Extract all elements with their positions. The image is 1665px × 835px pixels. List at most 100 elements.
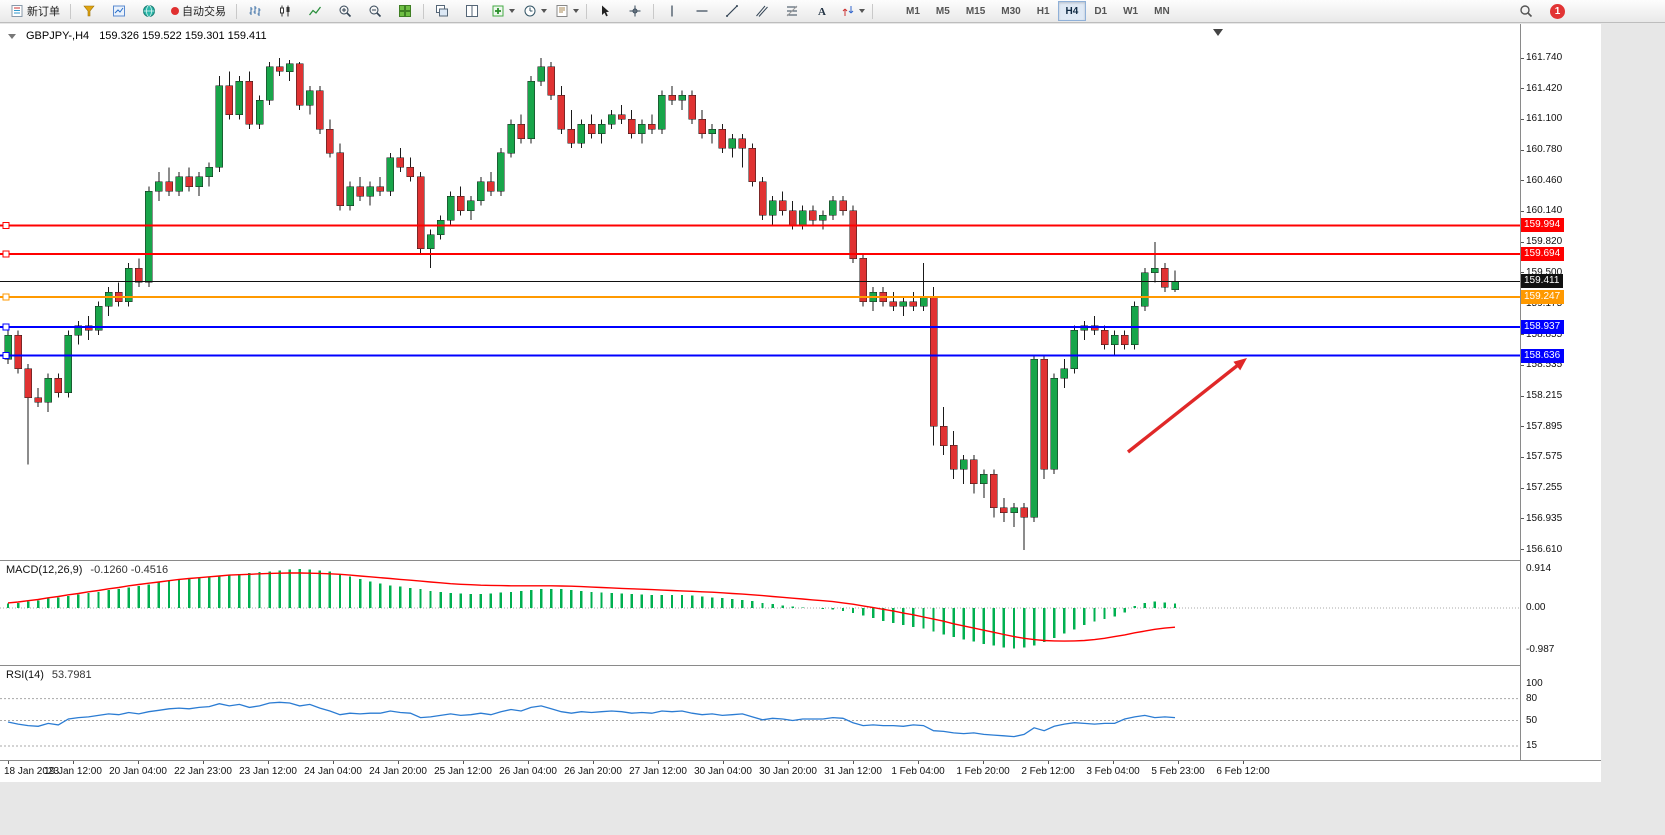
- timeframe-m30[interactable]: M30: [1001, 5, 1021, 17]
- price-tag-159.994: 159.994: [1521, 218, 1565, 233]
- channel-button[interactable]: [747, 0, 777, 22]
- price-axis-label: 160.780: [1526, 144, 1563, 156]
- chart-symbol-label: GBPJPY-,H4: [26, 30, 90, 42]
- templates-button[interactable]: [551, 0, 583, 22]
- indicators-icon: [492, 5, 504, 17]
- price-tag-158.937: 158.937: [1521, 319, 1565, 334]
- toolbar-separator: [872, 3, 873, 19]
- trend-arrow-annotation[interactable]: [1126, 358, 1247, 454]
- fibonacci-button[interactable]: [777, 0, 807, 22]
- level-handle: [2, 221, 10, 229]
- channel-icon: [756, 5, 768, 17]
- timeframe-d1[interactable]: D1: [1094, 5, 1108, 17]
- notification-badge[interactable]: 1: [1550, 3, 1565, 19]
- main-chart-canvas[interactable]: [0, 26, 1520, 560]
- macd-name: MACD(12,26,9): [6, 564, 83, 576]
- price-axis-label: 158.535: [1526, 359, 1563, 371]
- vertical-line-icon: [671, 5, 673, 17]
- trendline-button[interactable]: [717, 0, 747, 22]
- time-axis-label: 30 Jan 04:00: [694, 766, 752, 777]
- arrows-button[interactable]: [837, 0, 869, 22]
- zoom-in-button[interactable]: [330, 0, 360, 22]
- time-axis-label: 18 Jan 2023: [4, 766, 60, 777]
- globe-icon: [143, 5, 155, 17]
- zoom-out-button[interactable]: [360, 0, 390, 22]
- price-axis[interactable]: 161.740 161.420 161.100 160.780 160.460 160.1…: [1520, 24, 1601, 760]
- level-handle: [2, 352, 10, 360]
- timeframe-w1[interactable]: W1: [1123, 5, 1139, 17]
- timeframe-m5[interactable]: M5: [935, 5, 950, 17]
- text-icon: A: [818, 6, 826, 18]
- time-axis-label: 1 Feb 04:00: [891, 766, 945, 777]
- chevron-down-icon: [859, 9, 865, 13]
- profiles-button[interactable]: [74, 0, 104, 22]
- price-axis-label: 158.215: [1526, 390, 1563, 402]
- time-axis-label: 24 Jan 04:00: [304, 766, 362, 777]
- time-axis[interactable]: 18 Jan 2023 19 Jan 12:00 20 Jan 04:00 22 Ja…: [0, 760, 1601, 782]
- time-axis-label: 23 Jan 12:00: [239, 766, 297, 777]
- macd-panel-canvas[interactable]: [0, 560, 1520, 665]
- profiles-icon: [83, 5, 95, 17]
- rsi-panel-canvas[interactable]: [0, 665, 1520, 760]
- time-axis-label: 2 Feb 12:00: [1021, 766, 1075, 777]
- timeframe-mn[interactable]: MN: [1154, 5, 1170, 17]
- indicators-button[interactable]: [487, 0, 519, 22]
- time-axis-label: 19 Jan 12:00: [44, 766, 102, 777]
- timeframe-h4[interactable]: H4: [1057, 1, 1087, 21]
- rsi-name: RSI(14): [6, 669, 44, 681]
- price-axis-label: 157.575: [1526, 451, 1563, 463]
- macd-scale-label: 0.00: [1526, 602, 1546, 613]
- bar-chart-icon: [249, 6, 261, 16]
- rsi-scale-label: 15: [1526, 740, 1538, 752]
- cursor-icon: [602, 5, 609, 17]
- price-axis-label: 159.820: [1526, 236, 1563, 248]
- top-toolbar: 新订单 自动交易: [0, 0, 1665, 23]
- price-axis-label: 158.855: [1526, 328, 1563, 340]
- toolbar-separator: [586, 3, 587, 19]
- time-axis-label: 5 Feb 23:00: [1151, 766, 1205, 777]
- time-axis-label: 31 Jan 12:00: [824, 766, 882, 777]
- timeframe-m1[interactable]: M1: [906, 5, 920, 17]
- time-axis-label: 27 Jan 12:00: [629, 766, 687, 777]
- tile-vertical-button[interactable]: [457, 0, 487, 22]
- autotrading-label: 自动交易: [182, 6, 226, 18]
- chart-shift-marker[interactable]: [1213, 29, 1223, 36]
- autotrading-button[interactable]: 自动交易: [164, 0, 233, 22]
- toolbar-separator: [423, 3, 424, 19]
- vertical-line-button[interactable]: [657, 0, 687, 22]
- price-axis-label: 160.140: [1526, 205, 1563, 217]
- price-tag-159.247: 159.247: [1521, 290, 1565, 305]
- svg-text:A: A: [818, 6, 826, 18]
- macd-signal-line: [7, 572, 1176, 642]
- cascade-windows-button[interactable]: [427, 0, 457, 22]
- time-axis-label: 26 Jan 20:00: [564, 766, 622, 777]
- line-chart-button[interactable]: [300, 0, 330, 22]
- toolbar-separator: [653, 3, 654, 19]
- one-click-toggle-icon[interactable]: [8, 33, 16, 39]
- horizontal-line-button[interactable]: [687, 0, 717, 22]
- charts-button[interactable]: [104, 0, 134, 22]
- new-order-button[interactable]: 新订单: [3, 0, 67, 22]
- price-tag-159.694: 159.694: [1521, 247, 1565, 262]
- bar-chart-button[interactable]: [240, 0, 270, 22]
- search-button[interactable]: [1511, 0, 1541, 22]
- community-button[interactable]: [134, 0, 164, 22]
- level-lines[interactable]: [0, 221, 1520, 360]
- chart-title: GBPJPY-,H4 159.326 159.522 159.301 159.4…: [8, 30, 267, 42]
- rsi-scale-label: 100: [1526, 678, 1543, 689]
- time-axis-label: 3 Feb 04:00: [1086, 766, 1140, 777]
- periods-clock-icon: [524, 5, 536, 17]
- text-button[interactable]: A: [807, 0, 837, 22]
- tile-windows-button[interactable]: [390, 0, 420, 22]
- candlestick-chart-button[interactable]: [270, 0, 300, 22]
- timeframe-m15[interactable]: M15: [965, 5, 986, 17]
- cursor-button[interactable]: [590, 0, 620, 22]
- autotrading-status-icon: [171, 7, 179, 15]
- rsi-line: [7, 701, 1176, 738]
- price-axis-label: 156.610: [1526, 543, 1563, 555]
- periods-button[interactable]: [519, 0, 551, 22]
- time-axis-label: 1 Feb 20:00: [956, 766, 1010, 777]
- timeframe-h1[interactable]: H1: [1036, 5, 1050, 17]
- crosshair-button[interactable]: [620, 0, 650, 22]
- price-tag-158.636: 158.636: [1521, 348, 1565, 363]
